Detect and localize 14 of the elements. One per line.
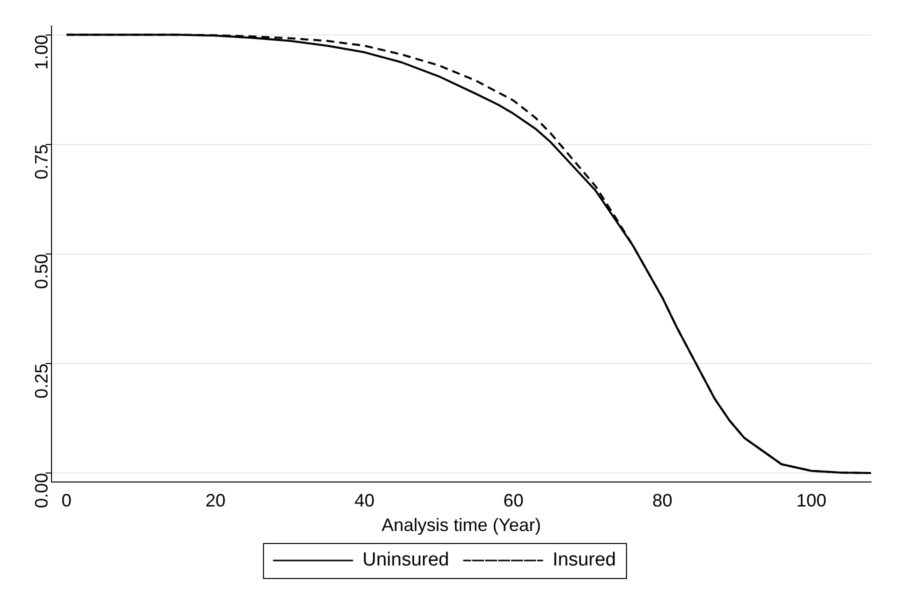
x-tick-label: 20 — [205, 490, 226, 511]
x-tick-label: 100 — [796, 490, 826, 511]
y-tick-label: 0.75 — [32, 144, 52, 180]
x-tick-label: 40 — [354, 490, 374, 511]
y-tick-label: 0.25 — [32, 363, 52, 399]
y-tick-label: 0.00 — [32, 473, 52, 508]
x-tick-label: 60 — [503, 490, 524, 511]
x-tick-label: 0 — [61, 490, 72, 511]
y-tick-label: 0.50 — [32, 254, 52, 289]
y-tick-label: 1.00 — [32, 34, 52, 70]
legend-label: Uninsured — [362, 550, 450, 571]
x-tick-label: 80 — [652, 490, 672, 511]
legend-label: Insured — [552, 550, 616, 571]
x-axis-title: Analysis time (Year) — [382, 515, 541, 536]
